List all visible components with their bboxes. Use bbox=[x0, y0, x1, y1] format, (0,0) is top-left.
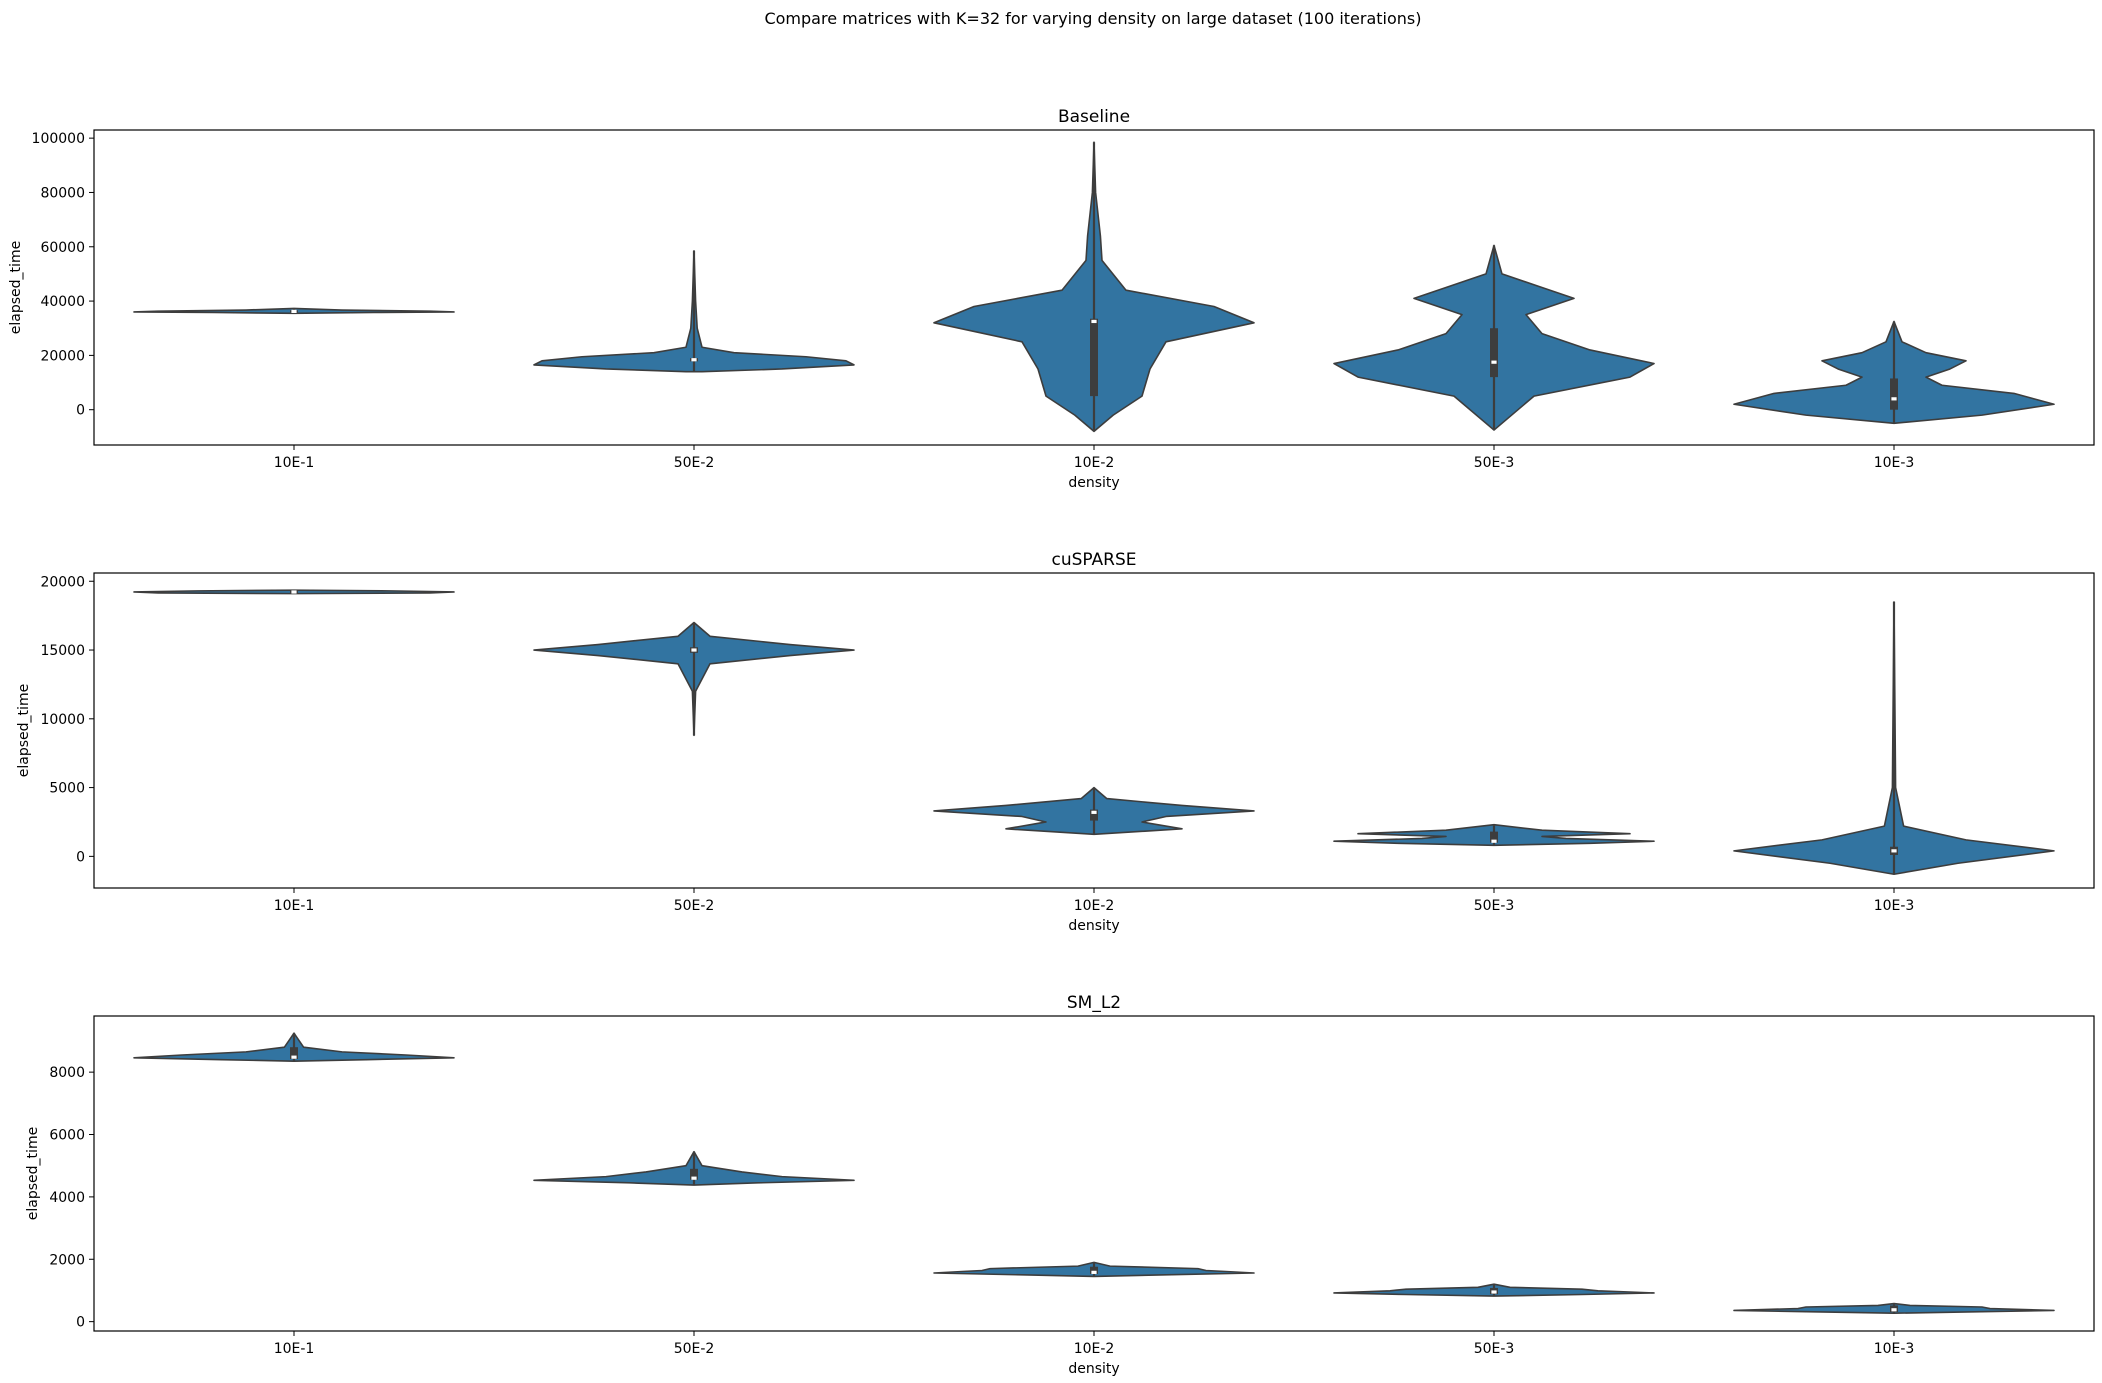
violin-iqr-box bbox=[290, 1047, 298, 1060]
violin-median bbox=[291, 590, 297, 594]
y-tick-label: 60000 bbox=[40, 240, 85, 256]
y-tick-label: 15000 bbox=[40, 643, 85, 659]
x-tick-label: 10E-1 bbox=[274, 898, 315, 914]
violin-median bbox=[1891, 849, 1897, 853]
y-tick-label: 80000 bbox=[40, 185, 85, 201]
violin-iqr-box bbox=[1090, 1266, 1098, 1274]
y-tick-label: 2000 bbox=[49, 1252, 85, 1268]
violin-median bbox=[1491, 839, 1497, 843]
y-tick-label: 4000 bbox=[49, 1190, 85, 1206]
y-tick-label: 0 bbox=[76, 849, 85, 865]
violin-iqr-box bbox=[1890, 378, 1898, 410]
x-tick-label: 50E-3 bbox=[1474, 455, 1515, 471]
x-tick-label: 10E-2 bbox=[1074, 898, 1115, 914]
y-tick-label: 20000 bbox=[40, 348, 85, 364]
violin-iqr-box bbox=[690, 1168, 698, 1180]
panel-sm-l2: SM_L2 0 2000 4000 6000 8000 10E-1 50E-2 10E-2 50E… bbox=[25, 993, 2095, 1377]
x-tick-label: 50E-2 bbox=[674, 1341, 715, 1357]
y-tick-label: 20000 bbox=[40, 574, 85, 590]
panel-title: Baseline bbox=[1058, 107, 1130, 127]
violin-median bbox=[1491, 360, 1497, 364]
y-tick-label: 100000 bbox=[32, 131, 85, 147]
x-axis-label: density bbox=[1068, 1361, 1119, 1377]
y-tick-label: 6000 bbox=[49, 1128, 85, 1144]
panel-baseline: Baseline 0 20000 40000 60000 80000 100000 10E-1… bbox=[8, 107, 2095, 491]
x-axis-label: density bbox=[1068, 475, 1119, 491]
violin-iqr-box bbox=[1490, 831, 1498, 843]
x-tick-label: 10E-2 bbox=[1074, 455, 1115, 471]
x-tick-label: 10E-1 bbox=[274, 1341, 315, 1357]
y-tick-label: 8000 bbox=[49, 1065, 85, 1081]
violin-median bbox=[691, 1176, 697, 1180]
violin-iqr-box bbox=[1490, 328, 1498, 378]
violin-median bbox=[691, 648, 697, 652]
violin-median bbox=[1891, 1308, 1897, 1312]
violin-median bbox=[691, 358, 697, 362]
axes-frame bbox=[93, 572, 2095, 889]
y-tick-label: 40000 bbox=[40, 294, 85, 310]
x-tick-label: 10E-3 bbox=[1874, 455, 1915, 471]
panel-title: cuSPARSE bbox=[1051, 550, 1136, 570]
axes-frame bbox=[93, 1015, 2095, 1332]
x-tick-label: 50E-3 bbox=[1474, 898, 1515, 914]
y-axis-label: elapsed_time bbox=[8, 241, 24, 334]
violin-median bbox=[1091, 319, 1097, 324]
y-axis-label: elapsed_time bbox=[16, 684, 32, 777]
x-tick-label: 10E-3 bbox=[1874, 1341, 1915, 1357]
violin-median bbox=[1491, 1290, 1497, 1294]
y-tick-label: 0 bbox=[76, 1315, 85, 1331]
violin-median bbox=[1891, 397, 1897, 401]
y-tick-label: 10000 bbox=[40, 712, 85, 728]
x-tick-label: 10E-1 bbox=[274, 455, 315, 471]
x-axis-label: density bbox=[1068, 918, 1119, 934]
violin-iqr-box bbox=[1090, 318, 1098, 397]
x-tick-label: 50E-2 bbox=[674, 455, 715, 471]
x-tick-label: 10E-3 bbox=[1874, 898, 1915, 914]
x-tick-label: 50E-3 bbox=[1474, 1341, 1515, 1357]
panel-cusparse: cuSPARSE 0 5000 10000 15000 20000 10E-1 50E-2 10… bbox=[16, 550, 2095, 934]
panel-title: SM_L2 bbox=[1067, 993, 1121, 1013]
violin-median bbox=[291, 1055, 297, 1059]
y-tick-label: 0 bbox=[76, 403, 85, 419]
y-axis-label: elapsed_time bbox=[25, 1127, 41, 1220]
violin-median bbox=[1091, 1270, 1097, 1274]
y-tick-label: 5000 bbox=[49, 781, 85, 797]
x-tick-label: 10E-2 bbox=[1074, 1341, 1115, 1357]
violin-iqr-box bbox=[1090, 809, 1098, 821]
violin-median bbox=[1091, 810, 1097, 814]
x-tick-label: 50E-2 bbox=[674, 898, 715, 914]
figure-suptitle: Compare matrices with K=32 for varying d… bbox=[764, 9, 1421, 28]
violin-median bbox=[291, 309, 297, 313]
